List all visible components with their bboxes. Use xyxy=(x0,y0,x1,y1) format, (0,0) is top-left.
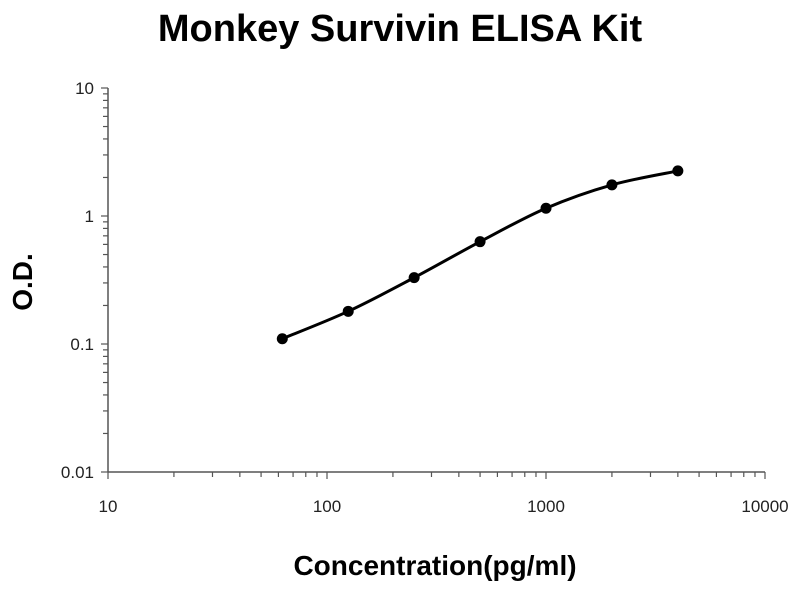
y-axis-title: O.D. xyxy=(7,253,38,311)
x-axis-title: Concentration(pg/ml) xyxy=(293,550,576,581)
tick-labels: 10 100 1000 10000 0.01 0.1 1 10 xyxy=(61,79,789,516)
data-point xyxy=(606,179,618,191)
x-tick-label: 100 xyxy=(313,497,341,516)
ticks xyxy=(101,87,766,479)
x-tick-label: 1000 xyxy=(527,497,565,516)
data-point xyxy=(474,236,486,248)
chart-title: Monkey Survivin ELISA Kit xyxy=(157,8,643,50)
x-tick-label: 10 xyxy=(99,497,118,516)
data-point xyxy=(672,165,684,177)
y-tick-label: 0.01 xyxy=(61,463,94,482)
data-point xyxy=(276,333,288,345)
data-point xyxy=(342,305,354,317)
x-tick-label: 10000 xyxy=(741,497,788,516)
y-tick-label: 0.1 xyxy=(70,335,94,354)
fit-curve xyxy=(281,169,679,341)
data-point xyxy=(540,202,552,214)
y-tick-label: 10 xyxy=(75,79,94,98)
data-point xyxy=(408,272,420,284)
data-points xyxy=(276,165,684,345)
axes xyxy=(107,88,765,473)
y-tick-label: 1 xyxy=(85,207,94,226)
